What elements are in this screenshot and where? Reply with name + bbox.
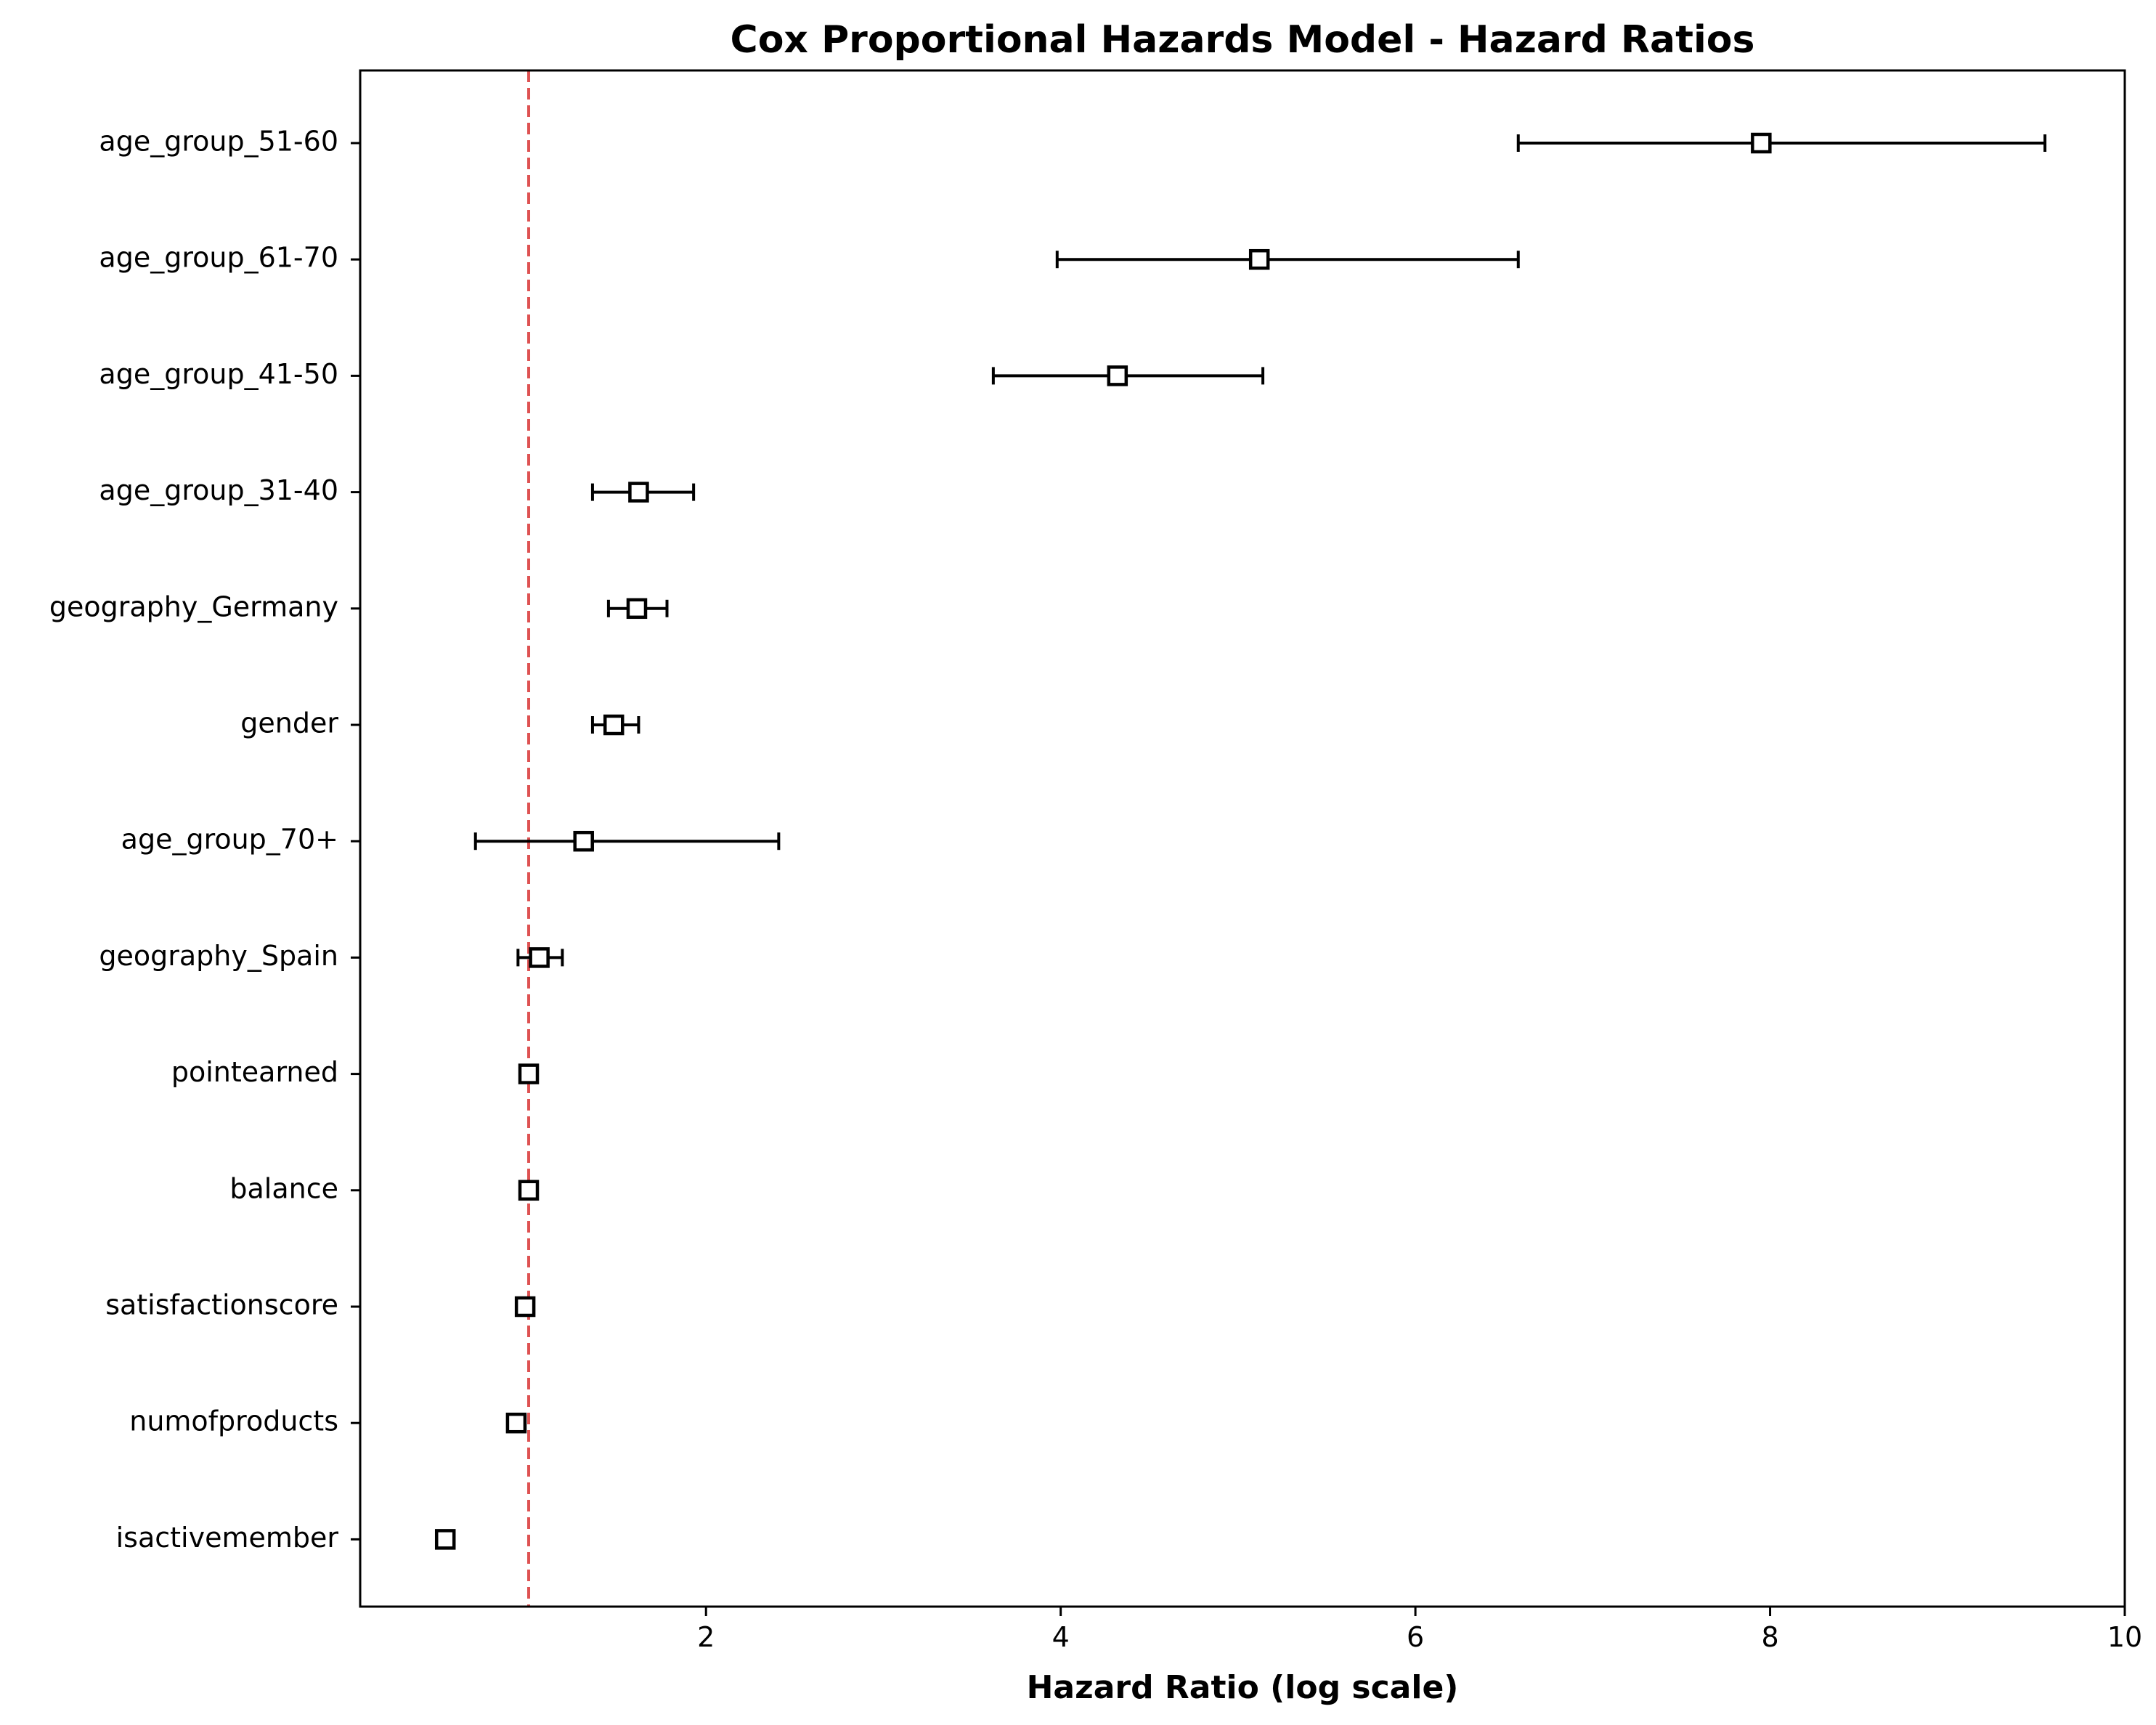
y-tick-label: gender bbox=[240, 707, 338, 739]
y-tick-label: numofproducts bbox=[129, 1405, 338, 1437]
hazard-ratio-marker bbox=[518, 1180, 540, 1201]
y-tick-label: geography_Spain bbox=[99, 940, 338, 972]
x-tick-label: 2 bbox=[697, 1621, 715, 1653]
x-tick-label: 6 bbox=[1407, 1621, 1424, 1653]
hazard-ratio-marker bbox=[628, 482, 649, 503]
hazard-ratio-marker bbox=[1248, 248, 1270, 270]
hazard-ratio-marker bbox=[514, 1296, 536, 1318]
hazard-ratio-marker bbox=[529, 947, 550, 968]
y-tick-label: satisfactionscore bbox=[105, 1289, 338, 1321]
hazard-ratio-marker bbox=[573, 830, 594, 852]
plot-area: age_group_51-60 age_group_61-70 age_group_… bbox=[49, 69, 2142, 1653]
hazard-ratio-marker bbox=[505, 1412, 527, 1434]
y-tick-label: isactivemember bbox=[116, 1522, 339, 1554]
x-axis-label: Hazard Ratio (log scale) bbox=[1027, 1669, 1459, 1706]
axes-frame bbox=[359, 69, 2126, 1608]
x-tick-label: 8 bbox=[1761, 1621, 1778, 1653]
hazard-ratio-marker bbox=[518, 1063, 540, 1084]
y-tick-label: balance bbox=[229, 1172, 338, 1204]
y-tick-label: geography_Germany bbox=[49, 590, 338, 622]
y-tick-label: age_group_70+ bbox=[121, 824, 338, 856]
hazard-ratio-marker bbox=[1107, 365, 1128, 386]
y-tick-label: pointearned bbox=[171, 1056, 338, 1088]
hazard-ratio-marker bbox=[434, 1529, 456, 1550]
hazard-ratio-marker bbox=[626, 598, 648, 620]
y-tick-label: age_group_31-40 bbox=[99, 474, 338, 506]
chart-title: Cox Proportional Hazards Model - Hazard … bbox=[731, 18, 1755, 62]
y-tick-label: age_group_51-60 bbox=[99, 126, 338, 158]
hazard-ratio-marker bbox=[1751, 132, 1772, 154]
y-tick-label: age_group_61-70 bbox=[99, 242, 338, 274]
y-tick-label: age_group_41-50 bbox=[99, 358, 338, 390]
x-tick-label: 10 bbox=[2107, 1621, 2142, 1653]
hazard-ratio-marker bbox=[603, 714, 625, 736]
x-tick-label: 4 bbox=[1052, 1621, 1070, 1653]
